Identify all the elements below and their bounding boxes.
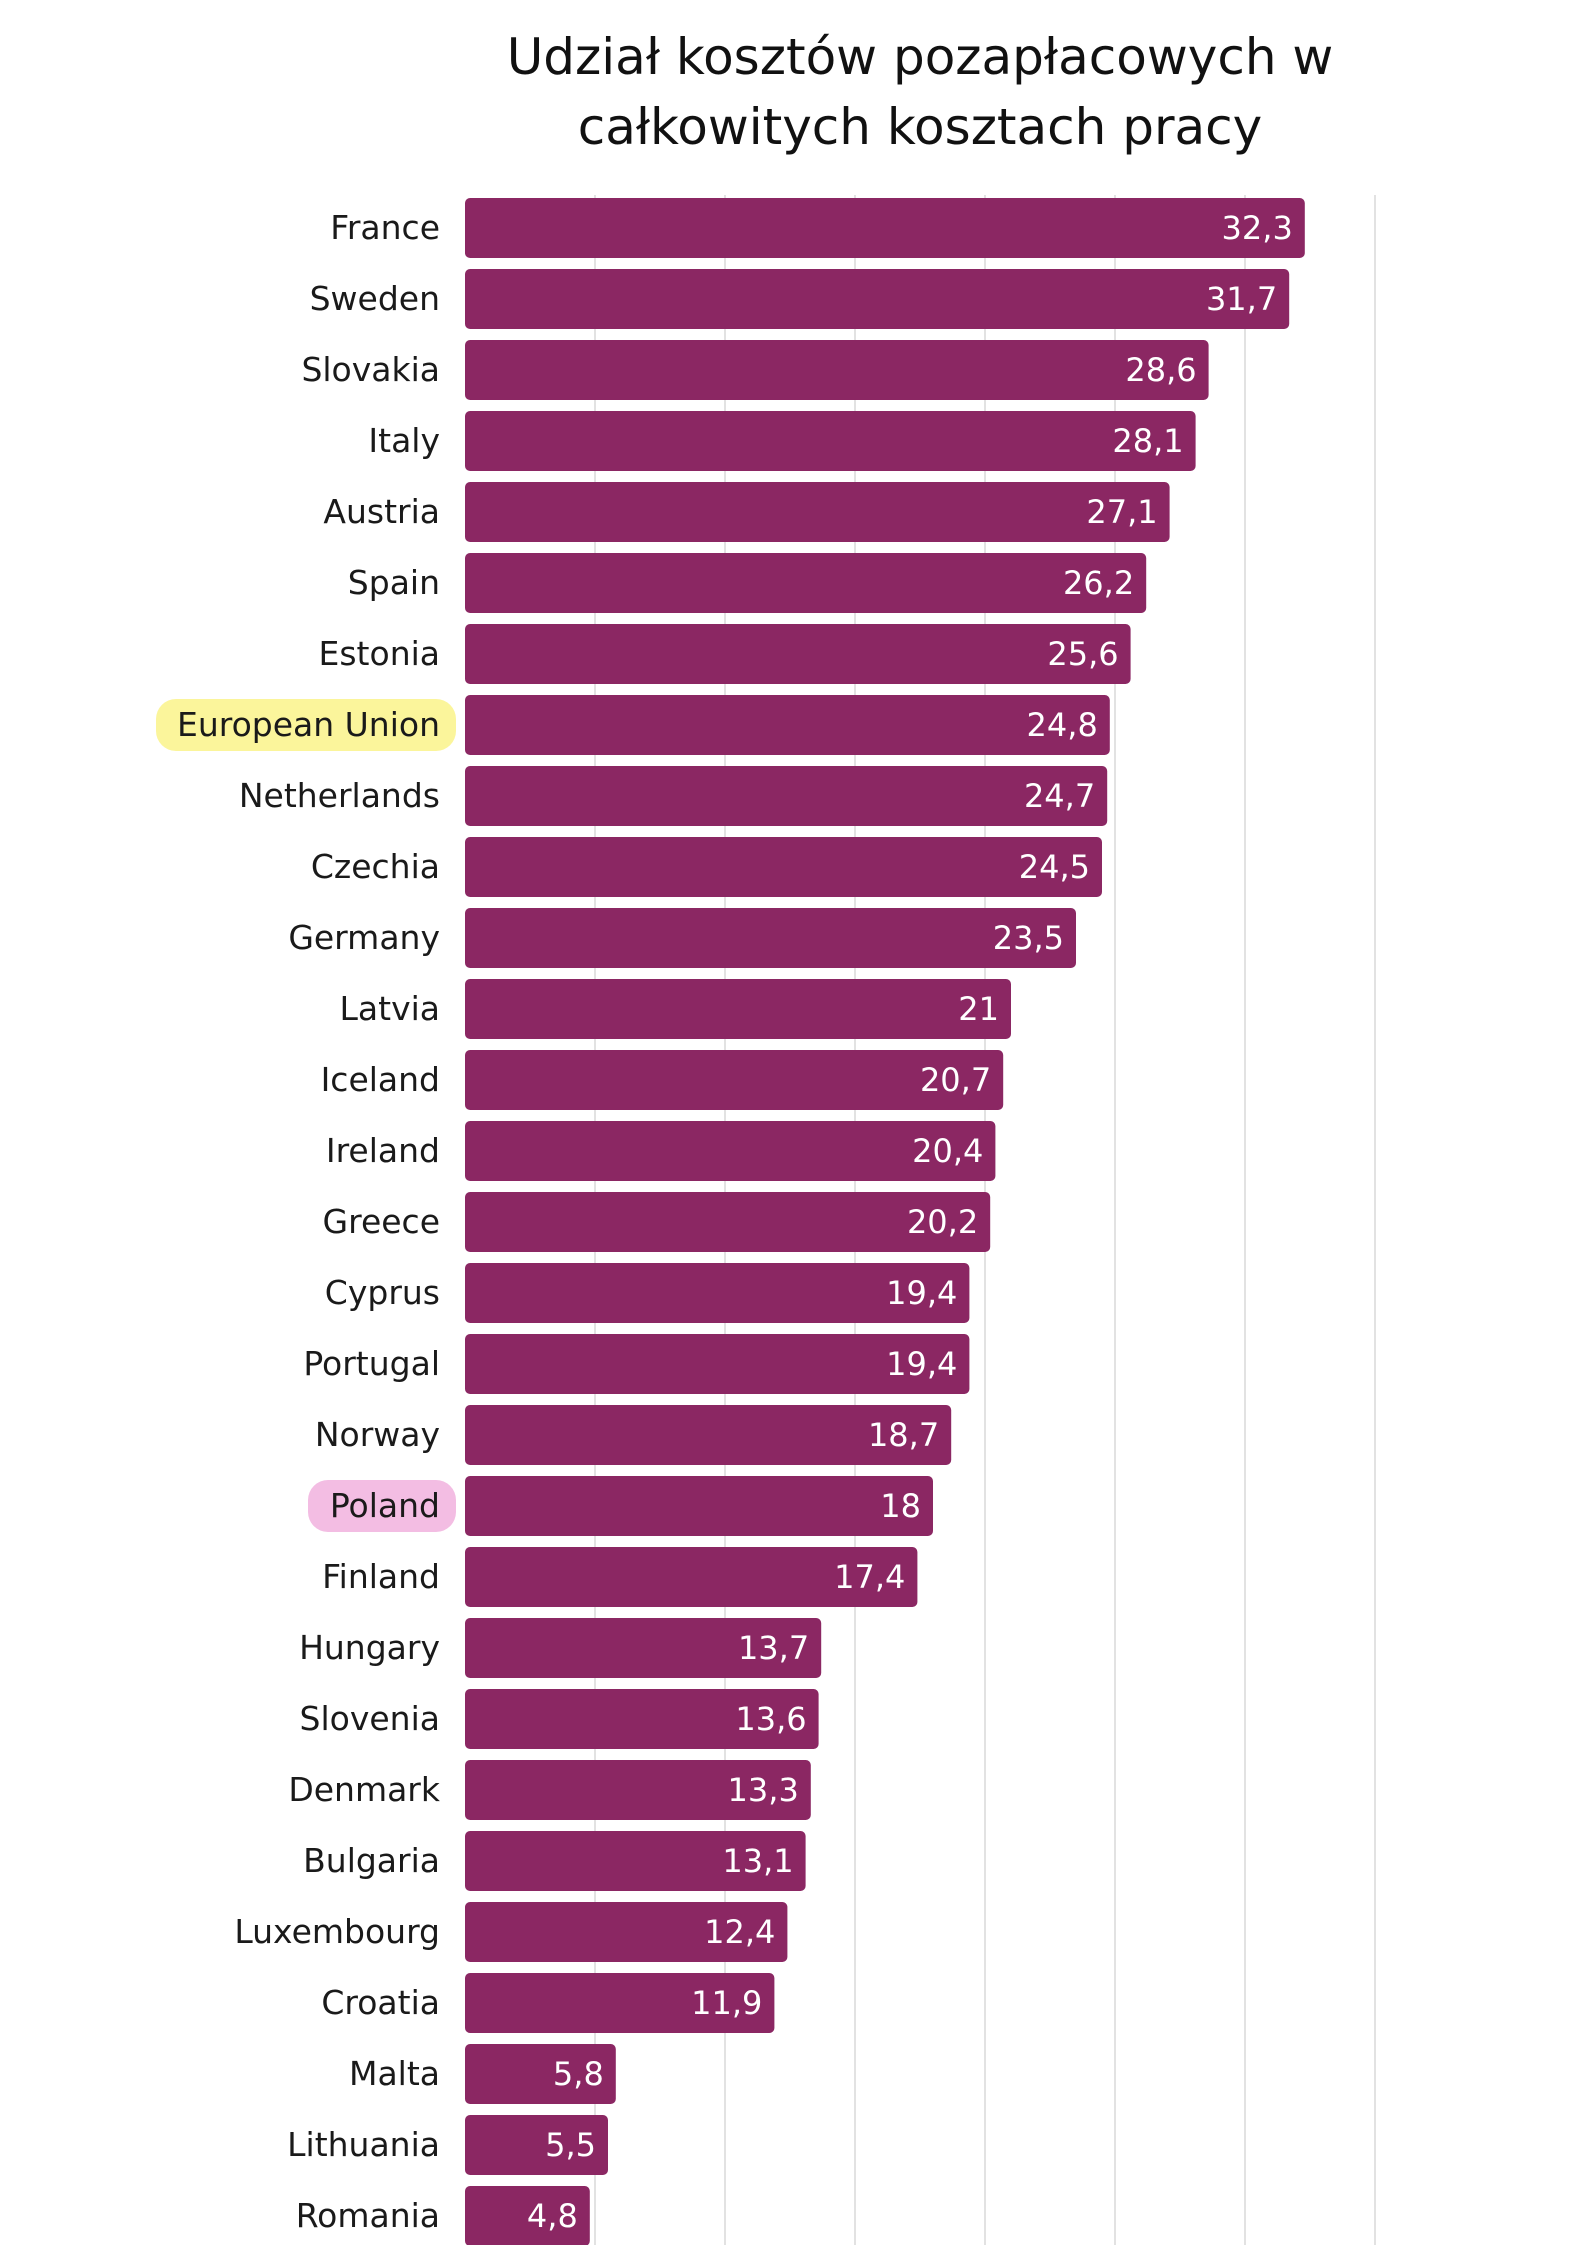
bar-luxembourg <box>465 1902 788 1962</box>
chart-title: Udział kosztów pozapłacowych w całkowity… <box>300 22 1540 162</box>
bars <box>465 198 1305 2245</box>
bar-norway <box>465 1405 952 1465</box>
bar-spain <box>465 553 1147 613</box>
bar-malta <box>465 2044 616 2104</box>
category-label-romania: Romania <box>296 2196 440 2235</box>
value-label-latvia: 21 <box>958 990 999 1028</box>
bar-poland <box>465 1476 933 1536</box>
category-label-germany: Germany <box>288 918 440 957</box>
category-label-denmark: Denmark <box>288 1770 441 1809</box>
category-label-hungary: Hungary <box>299 1628 440 1667</box>
bar-germany <box>465 908 1076 968</box>
bar-austria <box>465 482 1170 542</box>
bar-hungary <box>465 1618 822 1678</box>
category-label-lithuania: Lithuania <box>287 2125 440 2164</box>
bar-romania <box>465 2186 590 2245</box>
value-label-greece: 20,2 <box>907 1203 978 1241</box>
category-label-estonia: Estonia <box>319 634 440 673</box>
category-label-norway: Norway <box>315 1415 440 1454</box>
value-label-finland: 17,4 <box>834 1558 905 1596</box>
bar-latvia <box>465 979 1011 1039</box>
category-label-latvia: Latvia <box>340 989 440 1028</box>
value-label-italy: 28,1 <box>1112 422 1183 460</box>
category-label-france: France <box>330 208 440 247</box>
label-highlights <box>156 699 456 1532</box>
value-label-spain: 26,2 <box>1063 564 1134 602</box>
value-label-sweden: 31,7 <box>1206 280 1277 318</box>
value-label-european-union: 24,8 <box>1027 706 1098 744</box>
bar-slovenia <box>465 1689 819 1749</box>
category-label-cyprus: Cyprus <box>325 1273 440 1312</box>
category-label-sweden: Sweden <box>310 279 440 318</box>
bar-ireland <box>465 1121 996 1181</box>
value-label-netherlands: 24,7 <box>1024 777 1095 815</box>
chart-title-line-1: Udział kosztów pozapłacowych w <box>506 28 1334 86</box>
bar-lithuania <box>465 2115 608 2175</box>
bar-france <box>465 198 1305 258</box>
value-label-malta: 5,8 <box>553 2055 604 2093</box>
category-label-slovenia: Slovenia <box>300 1699 440 1738</box>
category-label-bulgaria: Bulgaria <box>303 1841 440 1880</box>
highlight-poland <box>308 1480 456 1532</box>
category-label-greece: Greece <box>323 1202 440 1241</box>
bar-czechia <box>465 837 1102 897</box>
bar-cyprus <box>465 1263 970 1323</box>
value-label-france: 32,3 <box>1222 209 1293 247</box>
value-label-luxembourg: 12,4 <box>704 1913 775 1951</box>
value-label-cyprus: 19,4 <box>886 1274 957 1312</box>
bar-european-union <box>465 695 1110 755</box>
value-label-germany: 23,5 <box>993 919 1064 957</box>
category-label-poland: Poland <box>330 1486 440 1525</box>
bar-croatia <box>465 1973 775 2033</box>
bar-finland <box>465 1547 918 1607</box>
bar-estonia <box>465 624 1131 684</box>
value-label-poland: 18 <box>880 1487 921 1525</box>
category-label-czechia: Czechia <box>311 847 440 886</box>
category-label-european-union: European Union <box>177 705 440 744</box>
category-label-luxembourg: Luxembourg <box>234 1912 440 1951</box>
category-label-slovakia: Slovakia <box>301 350 440 389</box>
value-label-lithuania: 5,5 <box>545 2126 596 2164</box>
bar-netherlands <box>465 766 1108 826</box>
value-label-slovakia: 28,6 <box>1125 351 1196 389</box>
chart-title-line-2: całkowitych kosztach pracy <box>577 98 1263 156</box>
value-label-denmark: 13,3 <box>728 1771 799 1809</box>
value-label-portugal: 19,4 <box>886 1345 957 1383</box>
category-labels: France Sweden Slovakia Italy Austria Spain Est… <box>177 208 441 2235</box>
bar-greece <box>465 1192 991 1252</box>
bar-iceland <box>465 1050 1004 1110</box>
category-label-ireland: Ireland <box>326 1131 440 1170</box>
category-label-spain: Spain <box>348 563 440 602</box>
value-label-ireland: 20,4 <box>912 1132 983 1170</box>
bar-denmark <box>465 1760 811 1820</box>
highlight-european-union <box>156 699 456 751</box>
value-label-bulgaria: 13,1 <box>722 1842 793 1880</box>
value-label-slovenia: 13,6 <box>735 1700 806 1738</box>
bar-slovakia <box>465 340 1209 400</box>
category-label-malta: Malta <box>349 2054 440 2093</box>
category-label-iceland: Iceland <box>321 1060 440 1099</box>
bar-portugal <box>465 1334 970 1394</box>
category-label-italy: Italy <box>368 421 440 460</box>
value-label-hungary: 13,7 <box>738 1629 809 1667</box>
value-labels: 32,3 31,7 28,6 28,1 27,1 26,2 25,6 24,8 24,7 24,5… <box>527 209 1293 2235</box>
category-label-finland: Finland <box>322 1557 440 1596</box>
value-label-romania: 4,8 <box>527 2197 578 2235</box>
value-label-croatia: 11,9 <box>691 1984 762 2022</box>
bar-bulgaria <box>465 1831 806 1891</box>
bar-sweden <box>465 269 1290 329</box>
bar-italy <box>465 411 1196 471</box>
category-label-croatia: Croatia <box>321 1983 440 2022</box>
value-label-estonia: 25,6 <box>1047 635 1118 673</box>
value-label-norway: 18,7 <box>868 1416 939 1454</box>
category-label-austria: Austria <box>323 492 440 531</box>
category-label-portugal: Portugal <box>303 1344 440 1383</box>
category-label-netherlands: Netherlands <box>239 776 440 815</box>
value-label-austria: 27,1 <box>1086 493 1157 531</box>
value-label-iceland: 20,7 <box>920 1061 991 1099</box>
value-label-czechia: 24,5 <box>1019 848 1090 886</box>
